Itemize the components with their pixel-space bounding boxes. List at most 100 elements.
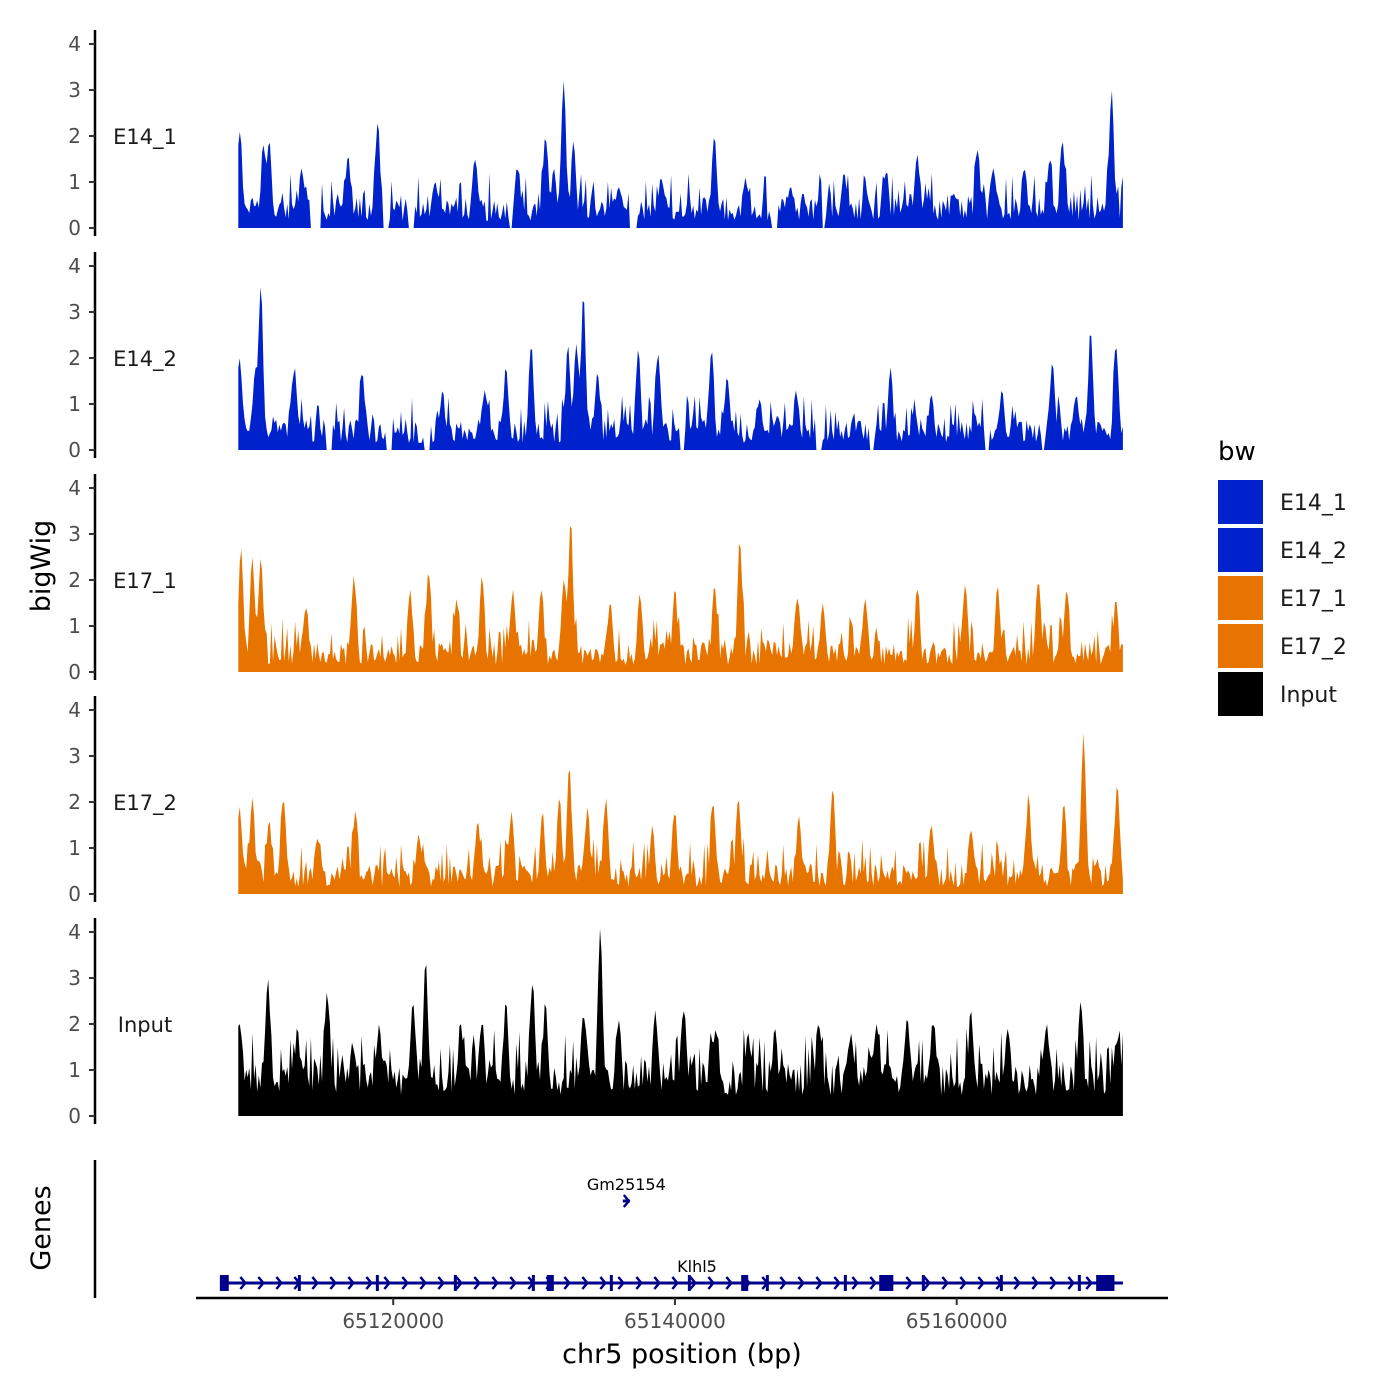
legend-item: E14_1: [1218, 480, 1347, 524]
strand-arrow: [815, 1276, 823, 1290]
y-tick-label: 3: [68, 744, 81, 768]
coverage-area: [238, 526, 1123, 672]
x-tick-label: 65140000: [624, 1309, 726, 1333]
legend-item: E17_1: [1218, 576, 1347, 620]
legend-item: Input: [1218, 672, 1337, 716]
y-tick-label: 0: [68, 882, 81, 906]
strand-arrow: [1031, 1276, 1039, 1290]
track-label: E14_2: [113, 347, 177, 372]
track-input: 0 1 2 3 4 Input: [68, 918, 1123, 1128]
strand-arrow: [383, 1276, 391, 1290]
y-tick-label: 2: [68, 124, 81, 148]
x-axis-title: chr5 position (bp): [562, 1339, 802, 1370]
strand-arrow: [833, 1276, 841, 1290]
legend-swatch: [1218, 576, 1263, 620]
exon-tick: [765, 1275, 769, 1291]
x-axis: 65120000 65140000 65160000: [196, 1296, 1168, 1333]
y-tick-label: 4: [68, 698, 81, 722]
strand-arrow: [365, 1276, 373, 1290]
y-tick-label: 2: [68, 1012, 81, 1036]
strand-arrow: [725, 1276, 733, 1290]
genes-track: Gm25154 Klhl5: [93, 1160, 1123, 1298]
y-axis-title: bigWig: [26, 520, 57, 613]
legend-swatch: [1218, 624, 1263, 668]
strand-arrow: [622, 1194, 631, 1208]
strand-arrow: [257, 1276, 265, 1290]
y-tick-label: 4: [68, 476, 81, 500]
strand-arrow: [401, 1276, 409, 1290]
strand-arrow: [617, 1276, 625, 1290]
y-tick-label: 0: [68, 1104, 81, 1128]
strand-arrow: [689, 1276, 697, 1290]
track-e14-1: 0 1 2 3 4 E14_1: [68, 30, 1123, 240]
y-tick-label: 2: [68, 346, 81, 370]
strand-arrow: [923, 1276, 931, 1290]
legend-swatch: [1218, 480, 1263, 524]
y-tick-label: 4: [68, 254, 81, 278]
exon: [741, 1275, 749, 1291]
exon-tick: [999, 1275, 1003, 1291]
strand-arrow: [779, 1276, 787, 1290]
strand-arrow: [905, 1276, 913, 1290]
exon: [546, 1275, 554, 1291]
legend-label: E17_2: [1280, 635, 1347, 660]
x-tick-label: 65160000: [906, 1309, 1008, 1333]
exon: [879, 1275, 894, 1291]
legend-item: E17_2: [1218, 624, 1347, 668]
gene-label: Gm25154: [587, 1175, 666, 1194]
track-label: Input: [118, 1013, 172, 1037]
strand-arrow: [419, 1276, 427, 1290]
strand-arrow: [869, 1276, 877, 1290]
y-tick-label: 0: [68, 660, 81, 684]
y-tick-label: 1: [68, 392, 81, 416]
strand-arrow: [797, 1276, 805, 1290]
legend: bw E14_1 E14_2 E17_1 E17_2 Input: [1218, 437, 1347, 716]
y-tick-label: 3: [68, 966, 81, 990]
strand-arrow: [599, 1276, 607, 1290]
exon: [222, 1275, 229, 1291]
y-tick-label: 1: [68, 836, 81, 860]
strand-arrow: [473, 1276, 481, 1290]
exon-tick: [687, 1275, 691, 1291]
strand-arrow: [1085, 1276, 1093, 1290]
y-tick-label: 3: [68, 300, 81, 324]
strand-arrow: [455, 1276, 463, 1290]
y-tick-label: 0: [68, 438, 81, 462]
exon-tick: [1077, 1275, 1081, 1291]
strand-arrow: [653, 1276, 661, 1290]
exon-tick: [453, 1275, 457, 1291]
strand-arrow: [941, 1276, 949, 1290]
y-tick-label: 1: [68, 170, 81, 194]
y-tick-label: 2: [68, 568, 81, 592]
strand-arrow: [275, 1276, 283, 1290]
y-tick-label: 3: [68, 78, 81, 102]
legend-swatch: [1218, 672, 1263, 716]
legend-label: E17_1: [1280, 587, 1347, 612]
strand-arrow: [347, 1276, 355, 1290]
legend-swatch: [1218, 528, 1263, 572]
strand-arrow: [851, 1276, 859, 1290]
y-tick-label: 4: [68, 32, 81, 56]
strand-arrow: [671, 1276, 679, 1290]
strand-arrow: [977, 1276, 985, 1290]
coverage-area: [238, 733, 1123, 894]
y-tick-label: 0: [68, 216, 81, 240]
strand-arrow: [635, 1276, 643, 1290]
track-label: E17_1: [113, 569, 177, 594]
exon-tick: [609, 1275, 613, 1291]
track-label: E17_2: [113, 791, 177, 816]
legend-title: bw: [1218, 437, 1256, 467]
strand-arrow: [581, 1276, 589, 1290]
strand-arrow: [437, 1276, 445, 1290]
gene-label: Klhl5: [677, 1257, 717, 1276]
strand-arrow: [311, 1276, 319, 1290]
y-tick-label: 1: [68, 1058, 81, 1082]
exon-tick: [297, 1275, 301, 1291]
coverage-area: [238, 287, 1123, 450]
track-e14-2: 0 1 2 3 4 E14_2: [68, 252, 1123, 462]
track-label: E14_1: [113, 125, 177, 150]
strand-arrow: [509, 1276, 517, 1290]
gene-gm25154: Gm25154: [587, 1175, 666, 1208]
